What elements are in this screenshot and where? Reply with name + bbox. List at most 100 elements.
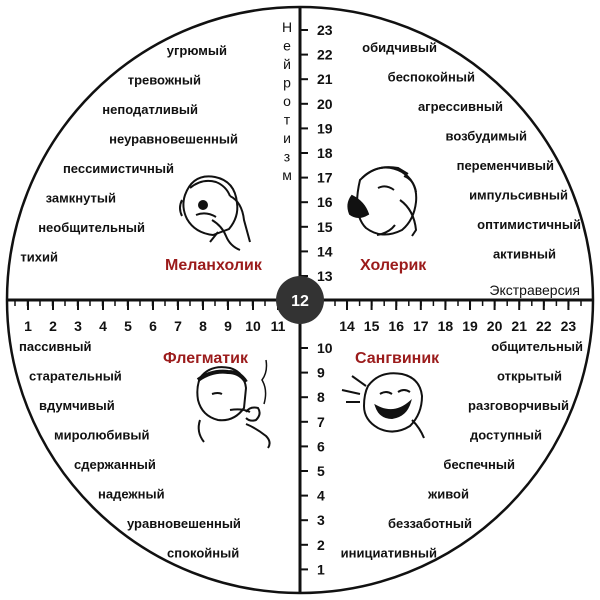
- trait-word: пессимистичный: [63, 161, 174, 176]
- center-number: 12: [291, 293, 309, 310]
- melancholic-caricature-image: [179, 175, 251, 251]
- trait-word: беспечный: [443, 457, 515, 472]
- axis-label-letter: о: [283, 93, 291, 109]
- trait-word: необщительный: [38, 220, 145, 235]
- trait-word: надежный: [98, 487, 165, 502]
- tick-label: 19: [317, 120, 333, 136]
- tick-label: 15: [364, 318, 380, 334]
- phlegmatic-traits: пассивный старательный вдумчивый миролюбивы…: [19, 339, 241, 561]
- center-circle: [276, 276, 324, 324]
- trait-word: оптимистичный: [477, 217, 581, 232]
- tick-label: 2: [49, 318, 57, 334]
- tick-label: 20: [487, 318, 503, 334]
- tick-label: 21: [511, 318, 527, 334]
- melancholic-traits: угрюмый тревожный неподатливый неуравновеше…: [20, 43, 238, 265]
- axis-label-letter: й: [283, 56, 291, 72]
- tick-label: 14: [339, 318, 355, 334]
- tick-label: 4: [317, 488, 325, 504]
- tick-label: 7: [174, 318, 182, 334]
- melancholic-name: Меланхолик: [165, 257, 263, 274]
- tick-label: 1: [24, 318, 32, 334]
- trait-word: вдумчивый: [39, 398, 115, 413]
- tick-label: 8: [199, 318, 207, 334]
- tick-label: 16: [317, 194, 333, 210]
- trait-word: тихий: [20, 250, 58, 265]
- choleric-traits: обидчивый беспокойный агрессивный возбудимы…: [362, 40, 581, 262]
- tick-label: 18: [317, 145, 333, 161]
- tick-label: 15: [317, 219, 333, 235]
- trait-word: разговорчивый: [468, 398, 569, 413]
- tick-label: 8: [317, 389, 325, 405]
- tick-label: 17: [413, 318, 429, 334]
- tick-label: 9: [317, 365, 325, 381]
- tick-label: 18: [438, 318, 454, 334]
- tick-label: 5: [317, 463, 325, 479]
- tick-label: 7: [317, 414, 325, 430]
- tick-label: 9: [224, 318, 232, 334]
- phlegmatic-name: Флегматик: [163, 350, 249, 367]
- phlegmatic-caricature-image: [196, 359, 271, 449]
- tick-label: 6: [149, 318, 157, 334]
- trait-word: доступный: [470, 428, 542, 443]
- axis-label-letter: е: [283, 38, 291, 54]
- tick-label: 1: [317, 561, 325, 577]
- axis-label-letter: т: [284, 112, 291, 128]
- tick-label: 20: [317, 96, 333, 112]
- trait-word: сдержанный: [74, 457, 156, 472]
- trait-word: возбудимый: [446, 129, 527, 144]
- trait-word: активный: [493, 247, 556, 262]
- tick-label: 10: [317, 340, 333, 356]
- trait-word: живой: [427, 487, 469, 502]
- tick-marks: [14, 29, 582, 571]
- tick-label: 16: [388, 318, 404, 334]
- trait-word: беззаботный: [388, 516, 472, 531]
- tick-label: 3: [74, 318, 82, 334]
- trait-word: инициативный: [341, 546, 437, 561]
- tick-label: 22: [536, 318, 552, 334]
- trait-word: обидчивый: [362, 40, 437, 55]
- tick-label: 21: [317, 71, 333, 87]
- axis-label-letter: р: [283, 75, 291, 91]
- axis-label-letter: м: [282, 167, 292, 183]
- tick-label: 13: [317, 268, 333, 284]
- trait-word: миролюбивый: [54, 428, 149, 443]
- trait-word: пассивный: [19, 339, 91, 354]
- tick-label: 23: [561, 318, 577, 334]
- tick-label: 6: [317, 438, 325, 454]
- choleric-name: Холерик: [360, 257, 427, 274]
- trait-word: спокойный: [167, 546, 239, 561]
- trait-word: уравновешенный: [127, 516, 241, 531]
- trait-word: беспокойный: [388, 70, 475, 85]
- trait-word: открытый: [497, 369, 562, 384]
- axis-label-letter: з: [284, 149, 290, 165]
- tick-label: 10: [245, 318, 261, 334]
- trait-word: замкнутый: [46, 191, 116, 206]
- trait-word: старательный: [29, 369, 122, 384]
- trait-word: общительный: [491, 339, 583, 354]
- tick-label: 2: [317, 537, 325, 553]
- tick-label: 23: [317, 22, 333, 38]
- tick-label: 4: [99, 318, 107, 334]
- choleric-caricature-image: [347, 166, 418, 237]
- tick-label: 3: [317, 512, 325, 528]
- tick-label: 5: [124, 318, 132, 334]
- extraversion-axis-label: Экстраверсия: [489, 282, 580, 298]
- trait-word: тревожный: [128, 73, 201, 88]
- trait-word: неуравновешенный: [109, 132, 238, 147]
- sanguine-traits: общительный открытый разговорчивый доступны…: [341, 339, 583, 561]
- trait-word: угрюмый: [167, 43, 227, 58]
- trait-word: агрессивный: [418, 99, 503, 114]
- sanguine-caricature-image: [341, 372, 425, 439]
- sanguine-name: Сангвиник: [355, 350, 440, 367]
- tick-label: 17: [317, 170, 333, 186]
- tick-label: 19: [462, 318, 478, 334]
- trait-word: импульсивный: [469, 188, 568, 203]
- tick-label: 11: [271, 318, 286, 334]
- tick-label: 14: [317, 243, 333, 259]
- tick-label: 22: [317, 47, 333, 63]
- axis-label-letter: Н: [282, 19, 292, 35]
- trait-word: неподатливый: [102, 102, 198, 117]
